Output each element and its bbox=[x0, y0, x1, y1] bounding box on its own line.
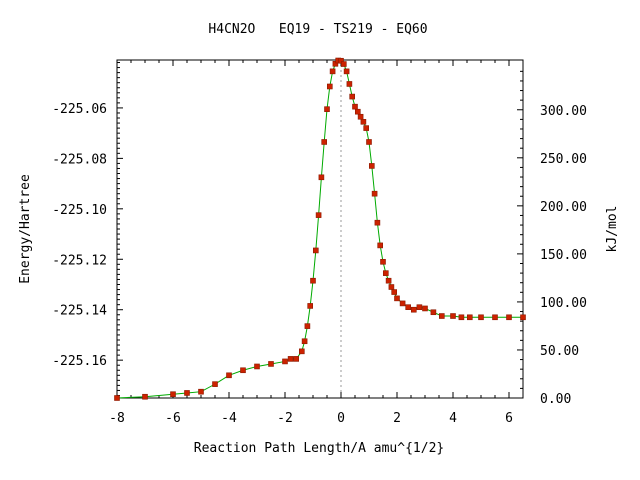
data-point bbox=[438, 313, 445, 319]
data-point bbox=[198, 388, 204, 395]
data-point bbox=[416, 304, 423, 310]
data-point bbox=[240, 367, 246, 374]
data-point bbox=[184, 390, 190, 396]
data-point bbox=[349, 93, 356, 100]
y-tick-label: -225.08 bbox=[52, 152, 107, 167]
data-point bbox=[282, 358, 288, 365]
data-point bbox=[354, 108, 361, 115]
y2-tick-label: 100.00 bbox=[540, 296, 587, 311]
data-point bbox=[312, 247, 319, 254]
data-point bbox=[366, 139, 372, 145]
data-point bbox=[268, 361, 274, 367]
plot-frame bbox=[116, 59, 524, 399]
y2-axis-label: kJ/mol bbox=[605, 206, 620, 253]
data-point bbox=[388, 284, 395, 290]
y-axis-label: Energy/Hartree bbox=[18, 174, 33, 284]
y2-axis-ticks: 0.00 50.00 100.00 150.00 200.00 250.00 300.00 bbox=[517, 70, 587, 407]
data-point bbox=[410, 306, 417, 313]
data-point bbox=[466, 314, 473, 321]
data-point bbox=[391, 289, 398, 295]
data-point bbox=[371, 190, 378, 197]
data-point bbox=[399, 300, 406, 307]
data-point bbox=[254, 363, 260, 370]
data-point bbox=[142, 393, 148, 400]
data-point bbox=[360, 118, 367, 125]
y2-tick-label: 50.00 bbox=[540, 344, 579, 359]
y2-tick-label: 150.00 bbox=[540, 248, 587, 263]
data-point bbox=[422, 305, 428, 312]
data-point bbox=[374, 219, 381, 226]
data-point bbox=[382, 270, 389, 276]
x-tick-label: 4 bbox=[449, 411, 457, 426]
data-point bbox=[114, 395, 120, 401]
data-point bbox=[226, 372, 232, 379]
data-point bbox=[363, 125, 370, 131]
data-point bbox=[170, 391, 176, 398]
energy-series bbox=[114, 57, 526, 401]
x-tick-label: -8 bbox=[109, 411, 125, 426]
x-axis-label: Reaction Path Length/A amu^{1/2} bbox=[194, 441, 444, 456]
x-tick-label: -6 bbox=[165, 411, 181, 426]
data-point bbox=[385, 277, 392, 284]
data-point bbox=[343, 68, 350, 75]
y2-tick-label: 200.00 bbox=[540, 200, 587, 215]
data-point bbox=[307, 303, 314, 309]
plot-border bbox=[116, 59, 524, 399]
data-point bbox=[380, 258, 386, 265]
x-tick-label: -2 bbox=[277, 411, 293, 426]
x-tick-label: 2 bbox=[393, 411, 401, 426]
y-axis-ticks: -225.16 -225.14 -225.12 -225.10 -225.08 -225.… bbox=[52, 62, 123, 396]
x-tick-label: -4 bbox=[221, 411, 237, 426]
y-tick-label: -225.12 bbox=[52, 253, 107, 268]
data-point bbox=[321, 139, 328, 145]
data-point bbox=[318, 174, 325, 181]
data-point bbox=[458, 314, 465, 321]
y-tick-label: -225.16 bbox=[52, 354, 107, 369]
y2-tick-label: 0.00 bbox=[540, 392, 571, 407]
data-point bbox=[310, 277, 316, 284]
data-point bbox=[212, 381, 218, 387]
data-point bbox=[377, 242, 384, 249]
y-tick-label: -225.06 bbox=[52, 102, 107, 117]
data-point bbox=[324, 106, 330, 112]
y-tick-label: -225.10 bbox=[52, 203, 107, 218]
data-point bbox=[298, 348, 305, 355]
x-tick-label: 0 bbox=[337, 411, 345, 426]
data-point bbox=[326, 83, 333, 90]
data-point bbox=[394, 295, 400, 302]
y-tick-label: -225.14 bbox=[52, 304, 107, 319]
data-point bbox=[506, 314, 512, 321]
data-point bbox=[304, 323, 311, 329]
data-point bbox=[340, 61, 347, 67]
x-tick-label: 6 bbox=[505, 411, 513, 426]
data-point bbox=[301, 338, 308, 345]
data-point bbox=[430, 309, 437, 316]
data-point bbox=[346, 81, 353, 87]
y2-tick-label: 250.00 bbox=[540, 152, 587, 167]
data-point bbox=[352, 103, 358, 110]
data-point bbox=[520, 314, 526, 321]
data-point bbox=[315, 212, 322, 218]
data-point bbox=[332, 60, 339, 67]
data-point bbox=[405, 304, 412, 310]
series-line bbox=[116, 59, 523, 399]
data-point bbox=[357, 113, 364, 120]
y2-tick-label: 300.00 bbox=[540, 104, 587, 119]
data-point bbox=[293, 356, 300, 362]
data-point bbox=[368, 163, 375, 169]
data-point bbox=[329, 68, 336, 75]
data-point bbox=[492, 314, 498, 321]
chart-title: H4CN2O EQ19 - TS219 - EQ60 bbox=[208, 22, 427, 37]
data-point bbox=[450, 313, 456, 319]
data-point bbox=[287, 356, 294, 362]
data-point bbox=[478, 314, 484, 321]
